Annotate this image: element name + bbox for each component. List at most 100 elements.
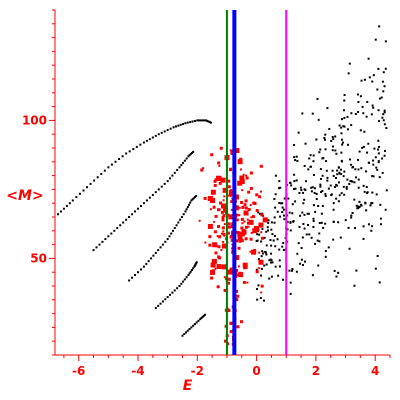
- black-point: [281, 206, 284, 209]
- black-point: [255, 288, 258, 291]
- red-point: [235, 218, 239, 222]
- black-point: [267, 221, 270, 224]
- black-point: [260, 240, 263, 243]
- red-point: [260, 231, 263, 234]
- black-point: [184, 210, 187, 213]
- black-point: [279, 202, 282, 205]
- black-point: [374, 38, 377, 41]
- black-point: [267, 229, 270, 232]
- black-point: [137, 271, 140, 274]
- black-point: [291, 269, 294, 272]
- red-point: [217, 245, 221, 249]
- black-point: [378, 281, 381, 284]
- black-point: [298, 192, 301, 195]
- black-point: [128, 279, 131, 282]
- black-point: [193, 119, 196, 122]
- black-point: [170, 232, 173, 235]
- black-point: [333, 269, 336, 272]
- black-point: [385, 189, 388, 192]
- black-point: [101, 240, 104, 243]
- black-point: [286, 228, 289, 231]
- red-point: [221, 264, 227, 270]
- black-point: [294, 200, 297, 203]
- black-point: [301, 211, 304, 214]
- black-point: [255, 239, 258, 242]
- black-point: [187, 273, 190, 276]
- black-point: [293, 173, 296, 176]
- black-point: [377, 152, 380, 155]
- black-point: [142, 141, 145, 144]
- red-point: [251, 215, 255, 219]
- red-point: [216, 175, 222, 181]
- red-point: [259, 164, 263, 168]
- black-point: [271, 261, 274, 264]
- red-point: [244, 206, 248, 210]
- black-point: [159, 246, 162, 249]
- black-point: [345, 187, 348, 190]
- red-point: [217, 255, 221, 259]
- black-point: [274, 245, 277, 248]
- red-point: [258, 251, 261, 254]
- black-point: [326, 179, 329, 182]
- black-point: [377, 139, 380, 142]
- red-point: [243, 220, 246, 223]
- red-point: [226, 231, 230, 235]
- black-point: [301, 263, 304, 266]
- black-point: [272, 239, 275, 242]
- red-point: [238, 271, 242, 275]
- black-point: [265, 253, 268, 256]
- red-point: [231, 243, 234, 246]
- black-point: [278, 259, 281, 262]
- black-point: [121, 155, 124, 158]
- black-point: [273, 221, 276, 224]
- black-point: [134, 273, 137, 276]
- black-point: [374, 156, 377, 159]
- black-point: [281, 202, 284, 205]
- red-point: [216, 285, 220, 289]
- red-point: [220, 177, 226, 183]
- black-point: [335, 197, 338, 200]
- black-point: [357, 168, 360, 171]
- red-point: [204, 241, 207, 244]
- black-point: [324, 133, 327, 136]
- red-point: [227, 225, 231, 229]
- red-point: [246, 221, 250, 225]
- black-point: [377, 148, 380, 151]
- black-point: [310, 190, 313, 193]
- red-point: [221, 215, 225, 219]
- black-point: [331, 169, 334, 172]
- black-point: [340, 138, 343, 141]
- black-point: [151, 193, 154, 196]
- black-point: [139, 268, 142, 271]
- black-point: [334, 135, 337, 138]
- black-point: [351, 180, 354, 183]
- red-point: [239, 157, 243, 161]
- red-point: [253, 202, 257, 206]
- black-point: [268, 259, 271, 262]
- black-point: [169, 293, 172, 296]
- red-point: [237, 265, 240, 268]
- black-point: [164, 240, 167, 243]
- black-point: [128, 150, 131, 153]
- black-point: [189, 270, 192, 273]
- black-point: [383, 85, 386, 88]
- black-point: [190, 326, 193, 329]
- black-point: [357, 186, 360, 189]
- black-point: [320, 212, 323, 215]
- black-point: [359, 129, 362, 132]
- black-point: [283, 218, 286, 221]
- black-point: [163, 130, 166, 133]
- black-point: [104, 238, 107, 241]
- red-point: [212, 205, 216, 209]
- black-point: [308, 157, 311, 160]
- black-point: [337, 200, 340, 203]
- red-point: [223, 288, 227, 292]
- black-point: [347, 72, 350, 75]
- red-point: [255, 193, 259, 197]
- red-point: [249, 186, 253, 190]
- black-point: [157, 304, 160, 307]
- black-point: [324, 250, 327, 253]
- black-point: [282, 208, 285, 211]
- black-point: [367, 142, 370, 145]
- black-point: [344, 219, 347, 222]
